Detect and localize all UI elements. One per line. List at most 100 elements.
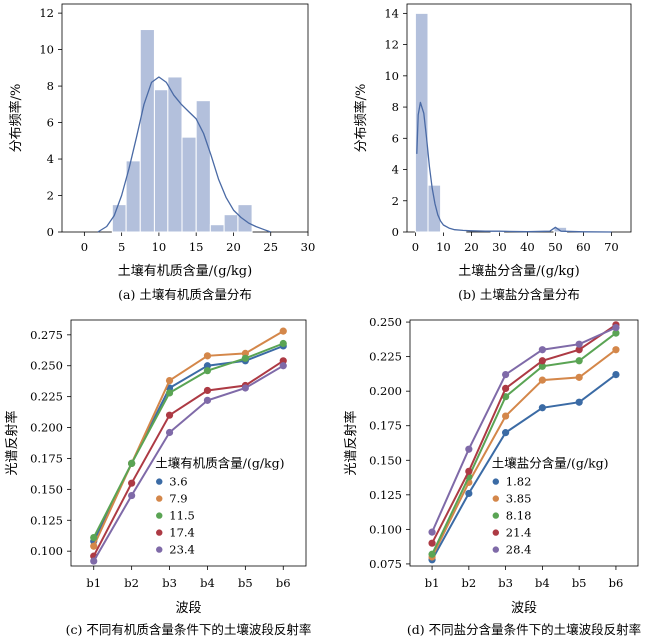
- y-tick-label: 0.125: [30, 513, 63, 527]
- legend-entry: 21.4: [506, 526, 532, 540]
- panel-caption: (d) 不同盐分含量条件下的土壤波段反射率: [407, 622, 641, 637]
- series-line-11.5: [92, 342, 284, 539]
- series-line-21.4: [431, 323, 617, 544]
- kde-curve: [97, 76, 271, 233]
- series-line-8.18: [431, 332, 617, 555]
- x-tick-label: b5: [572, 576, 587, 590]
- histogram-bar: [111, 204, 127, 233]
- histogram-bar: [167, 76, 183, 233]
- series-point-1.82: [612, 370, 620, 379]
- series-point-11.5: [90, 533, 98, 542]
- y-tick-label: 0.225: [369, 350, 402, 364]
- series-point-3.85: [612, 346, 620, 354]
- series-point-17.4: [279, 357, 287, 365]
- histogram-bar: [237, 204, 253, 233]
- y-tick-label: 12: [39, 6, 54, 20]
- series-line-3.85: [431, 348, 617, 558]
- legend-marker: [156, 529, 163, 536]
- y-tick-label: 0.250: [30, 359, 63, 373]
- panel-caption: (a) 土壤有机质含量分布: [118, 287, 252, 302]
- series-point-8.18: [502, 393, 510, 401]
- histogram-bar: [209, 224, 225, 233]
- legend-entry: 1.82: [506, 475, 532, 489]
- x-tick-label: 30: [301, 240, 316, 254]
- legend-marker: [156, 478, 163, 485]
- series-point-8.18: [575, 357, 583, 365]
- legend-entry: 8.18: [506, 509, 532, 523]
- series-point-3.85: [575, 373, 583, 381]
- y-tick-label: 2: [392, 194, 399, 208]
- series-point-11.5: [279, 339, 287, 348]
- series-point-21.4: [575, 346, 583, 354]
- x-tick-label: 10: [152, 240, 167, 254]
- series-point-8.18: [428, 550, 436, 558]
- series-point-21.4: [502, 384, 510, 393]
- legend-marker: [156, 546, 163, 553]
- chart-panel-4: 0.075 0.100 0.125 0.150 0.175 0.200 0.225 0.250…: [343, 315, 641, 637]
- y-tick-label: 10: [384, 69, 399, 83]
- panel-caption: (c) 不同有机质含量条件下的土壤波段反射率: [66, 622, 312, 637]
- legend-entry: 23.4: [169, 543, 195, 557]
- series-point-28.4: [575, 340, 583, 348]
- x-tick-label: b2: [124, 576, 139, 590]
- x-tick-label: b6: [276, 576, 291, 590]
- panel-caption: (b) 土壤盐分含量分布: [458, 287, 580, 302]
- y-tick-label: 0.200: [369, 384, 402, 398]
- legend-marker: [156, 495, 163, 502]
- legend-entry: 11.5: [169, 509, 195, 523]
- series-point-23.4: [241, 384, 249, 392]
- series-point-7.9: [203, 352, 212, 360]
- y-tick-label: 0.275: [30, 328, 63, 342]
- x-tick-label: 70: [604, 240, 619, 254]
- y-tick-label: 8: [47, 79, 54, 93]
- series-point-28.4: [428, 528, 436, 536]
- x-tick-label: 0: [412, 240, 419, 254]
- series-point-28.4: [538, 346, 546, 354]
- legend-entry: 3.85: [506, 492, 532, 506]
- y-tick-label: 12: [384, 38, 399, 52]
- y-tick-label: 8: [392, 100, 399, 114]
- y-tick-label: 10: [39, 43, 54, 57]
- series-point-28.4: [502, 370, 510, 379]
- x-tick-label: 0: [81, 240, 88, 254]
- x-tick-label: 50: [548, 240, 563, 254]
- legend-title: 土壤有机质含量/(g/kg): [155, 456, 284, 471]
- series-point-23.4: [279, 362, 287, 370]
- legend-marker: [492, 546, 499, 553]
- series-point-1.82: [538, 404, 546, 412]
- series-point-28.4: [465, 445, 473, 453]
- y-tick-label: 4: [47, 152, 54, 166]
- series-point-23.4: [203, 396, 212, 404]
- legend-entry: 28.4: [506, 543, 532, 557]
- x-tick-label: b5: [238, 576, 253, 590]
- legend-marker: [156, 512, 163, 519]
- series-point-7.9: [90, 542, 98, 550]
- x-axis-label: 土壤盐分含量/(g/kg): [458, 263, 579, 279]
- x-tick-label: b1: [425, 576, 440, 590]
- y-tick-label: 6: [392, 131, 399, 145]
- y-tick-label: 0.150: [369, 453, 402, 467]
- series-point-11.5: [241, 354, 249, 362]
- x-tick-label: 40: [520, 240, 535, 254]
- legend-entry: 7.9: [169, 492, 187, 506]
- x-tick-label: b6: [609, 576, 624, 590]
- legend-entry: 17.4: [169, 526, 195, 540]
- y-tick-label: 0.100: [30, 544, 63, 558]
- y-tick-label: 0: [47, 225, 54, 239]
- series-point-7.9: [279, 327, 287, 335]
- plot-frame: [70, 319, 307, 567]
- series-point-11.5: [203, 367, 212, 375]
- y-axis-label: 光谱反射率: [4, 410, 20, 475]
- y-axis-label: 分布频率/%: [353, 84, 369, 153]
- y-axis-label: 光谱反射率: [343, 410, 359, 475]
- series-point-8.18: [538, 362, 546, 370]
- series-point-21.4: [428, 539, 436, 547]
- series-point-17.4: [165, 411, 174, 419]
- y-tick-label: 6: [47, 116, 54, 130]
- x-tick-label: 25: [263, 240, 278, 254]
- histogram-bar: [139, 29, 155, 233]
- series-point-1.82: [465, 489, 473, 498]
- series-point-8.18: [612, 329, 620, 337]
- histogram-bar: [153, 89, 169, 233]
